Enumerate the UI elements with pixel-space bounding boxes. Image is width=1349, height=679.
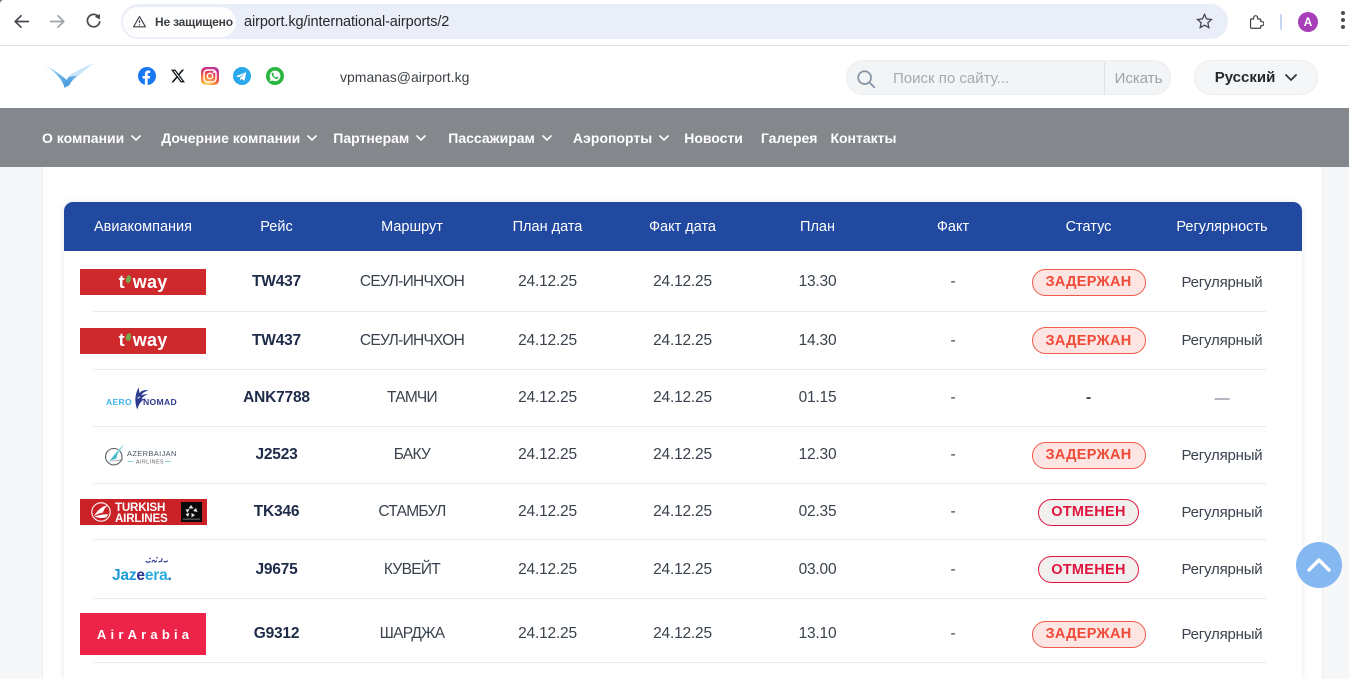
svg-text:AZERBAIJAN: AZERBAIJAN bbox=[127, 449, 177, 458]
svg-text:NOMAD: NOMAD bbox=[143, 397, 177, 407]
svg-text:AIRLINES: AIRLINES bbox=[136, 459, 164, 465]
svg-text:AIRLINES: AIRLINES bbox=[115, 512, 168, 525]
svg-text:TURKISH: TURKISH bbox=[115, 501, 165, 514]
svg-text:Jazeera.: Jazeera. bbox=[112, 567, 172, 584]
svg-text:AERO: AERO bbox=[106, 397, 132, 407]
